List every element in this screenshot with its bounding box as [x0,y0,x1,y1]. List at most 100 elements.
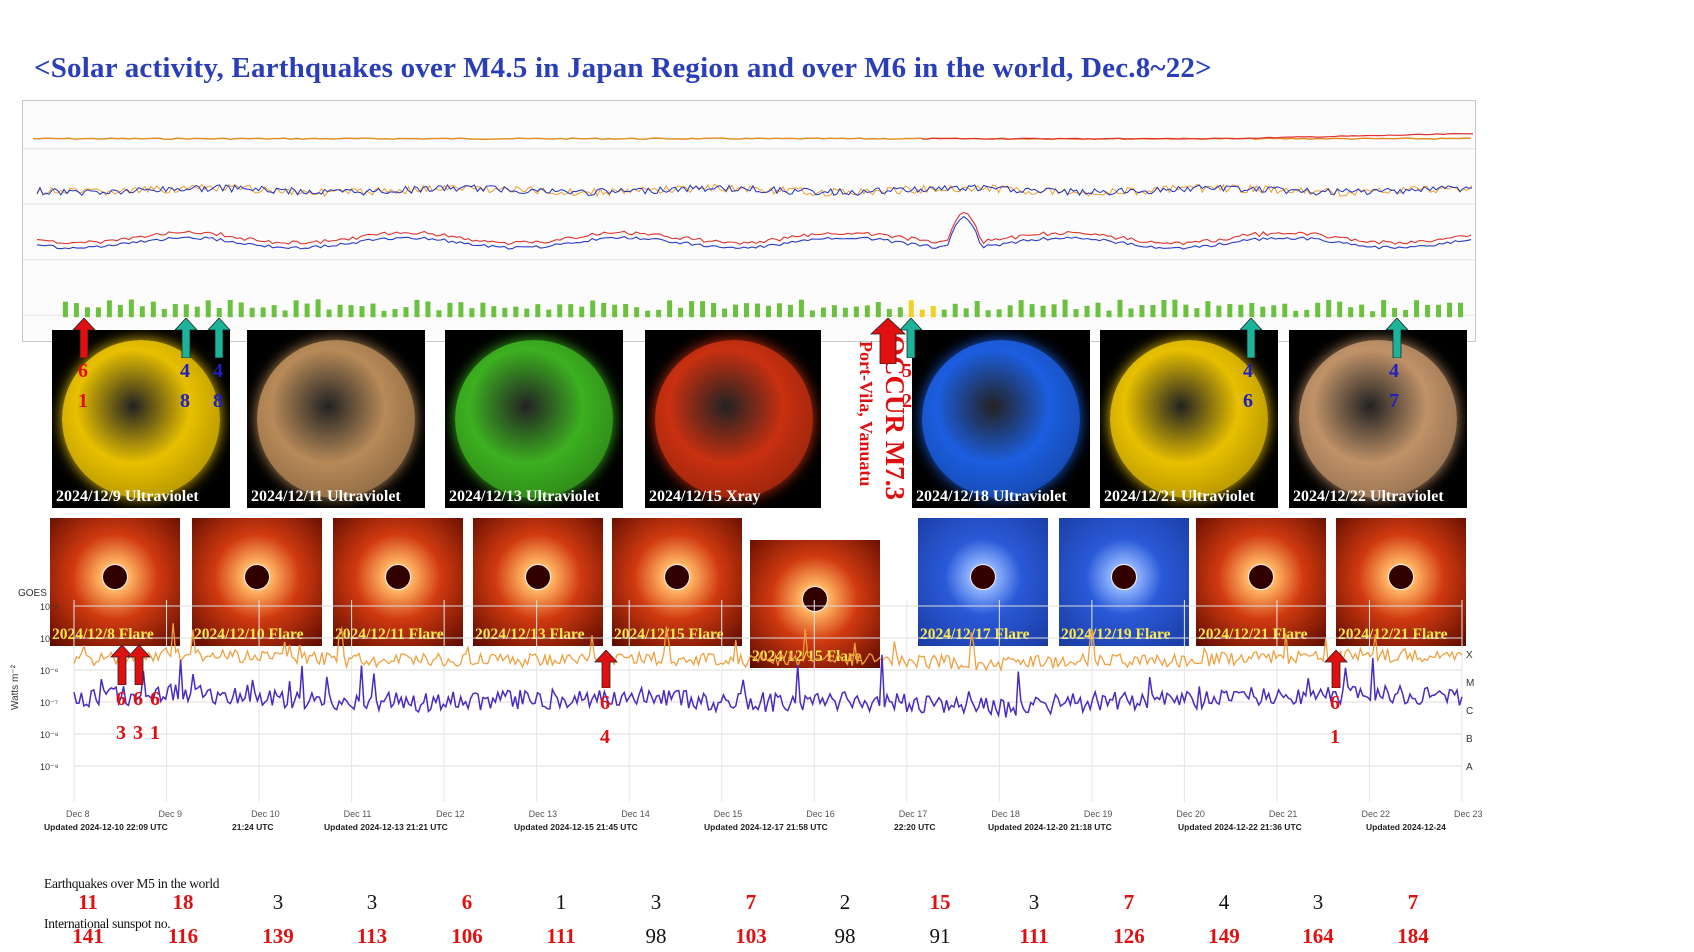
kp-bar [150,301,156,318]
kp-bar [1348,307,1354,318]
kp-bar [1337,301,1343,318]
kp-bar [941,309,947,318]
goes-ytick: 10⁻⁵ [40,634,59,644]
goes-updated-label: Updated 2024-12-20 21:18 UTC [988,822,1112,832]
table-cell: 91 [929,924,951,948]
kp-bar [744,303,749,318]
kp-bar [436,310,442,318]
electron-flux-blue [36,184,1473,197]
table-cell: 149 [1208,924,1240,948]
kp-bar [1414,300,1420,318]
magnetometer-blue [36,215,1472,250]
table-cell: 116 [167,924,199,948]
kp-bar [1183,304,1189,318]
goes-ytick: 10⁻⁹ [40,762,59,772]
kp-bar [1128,308,1134,318]
sun-image: 2024/12/21 Ultraviolet [1100,330,1278,508]
kp-bar [315,299,321,318]
goes-class-label: B [1466,734,1473,745]
kp-bar [1216,305,1222,318]
table-cell: 106 [451,924,483,948]
kp-bar [106,300,112,318]
sun-caption: 2024/12/13 Ultraviolet [449,488,600,505]
kp-bar [1040,305,1046,318]
goes-date-tick: Dec 21 [1269,809,1298,819]
kp-bar [326,309,332,318]
anno-digit-top: 4 [1243,360,1253,382]
anno-digit-bottom: 7 [1389,390,1399,412]
kp-bar [722,308,728,318]
kp-bar [447,302,453,318]
kp-bar [491,306,497,318]
goes-updated-label: 22:20 UTC [894,822,936,832]
kp-bar [974,300,980,318]
sun-image: 2024/12/13 Ultraviolet [445,330,623,508]
occur-main-text: OCCUR M7.3 [880,335,910,500]
table-cell: 3 [1312,890,1324,914]
kp-bar [1458,302,1464,318]
goes-ytick: 10⁻⁴ [40,602,59,612]
kp-bar [238,302,244,318]
goes-date-tick: Dec 9 [159,809,183,819]
kp-bar [1370,311,1376,318]
goes-date-tick: Dec 13 [529,809,558,819]
goes-class-label: A [1466,762,1473,773]
table-cell: 11 [78,890,98,914]
sun-caption: 2024/12/18 Ultraviolet [916,488,1067,505]
kp-bar [612,304,618,318]
kp-bar [568,304,574,318]
sun-image: 2024/12/22 Ultraviolet [1289,330,1467,508]
anno-digit-top: 6 [78,360,88,382]
sun-disk [1299,340,1457,498]
eq-row-label: Earthquakes over M5 in the world [44,876,220,891]
kp-bar [1381,300,1387,318]
solar-wind-panel [22,100,1476,342]
kp-bar [381,310,387,318]
goes-date-tick: Dec 17 [899,809,928,819]
kp-bar [392,309,398,318]
table-cell: 139 [262,924,294,948]
table-cell: 1 [555,890,567,914]
kp-bar [853,306,859,318]
kp-bar [348,305,354,318]
goes-ylabel: Watts m⁻² [10,664,21,710]
kp-bar [1238,304,1244,318]
kp-bar [1282,303,1288,318]
kp-bar [1205,301,1211,318]
table-cell: 7 [1407,890,1419,914]
kp-bar [1062,299,1068,318]
goes-date-tick: Dec 18 [991,809,1020,819]
sun-caption: 2024/12/21 Ultraviolet [1104,488,1255,505]
goes-date-tick: Dec 19 [1084,809,1113,819]
kp-bar [1029,304,1035,318]
goes-updated-label: 21:24 UTC [232,822,274,832]
kp-bar [403,307,409,318]
kp-bar [1436,304,1442,318]
kp-bar [1018,300,1024,318]
goes-date-tick: Dec 8 [66,809,90,819]
table-cell: 7 [1123,890,1135,914]
kp-bar [886,308,892,318]
goes-class-label: M [1466,678,1474,689]
goes-date-tick: Dec 20 [1176,809,1205,819]
goes-ytick: 10⁻⁶ [40,666,59,676]
table-cell: 4 [1218,890,1230,914]
goes-updated-label: Updated 2024-12-17 21:58 UTC [704,822,828,832]
kp-bar [1172,299,1178,318]
sun-disk [655,340,813,498]
kp-bar [1227,304,1233,318]
table-cell: 15 [929,890,951,914]
kp-bar [711,302,717,318]
kp-bar [667,300,673,318]
kp-bar [260,307,266,318]
table-cell: 103 [735,924,767,948]
sun-caption: 2024/12/11 Ultraviolet [251,488,401,505]
table-cell: 6 [461,890,473,914]
kp-bar [1425,304,1431,318]
kp-bar [502,307,508,318]
kp-bar [875,302,881,318]
kp-bar [787,304,793,318]
kp-bar [1161,300,1167,318]
kp-bar [809,310,815,318]
kp-bar [546,309,552,318]
